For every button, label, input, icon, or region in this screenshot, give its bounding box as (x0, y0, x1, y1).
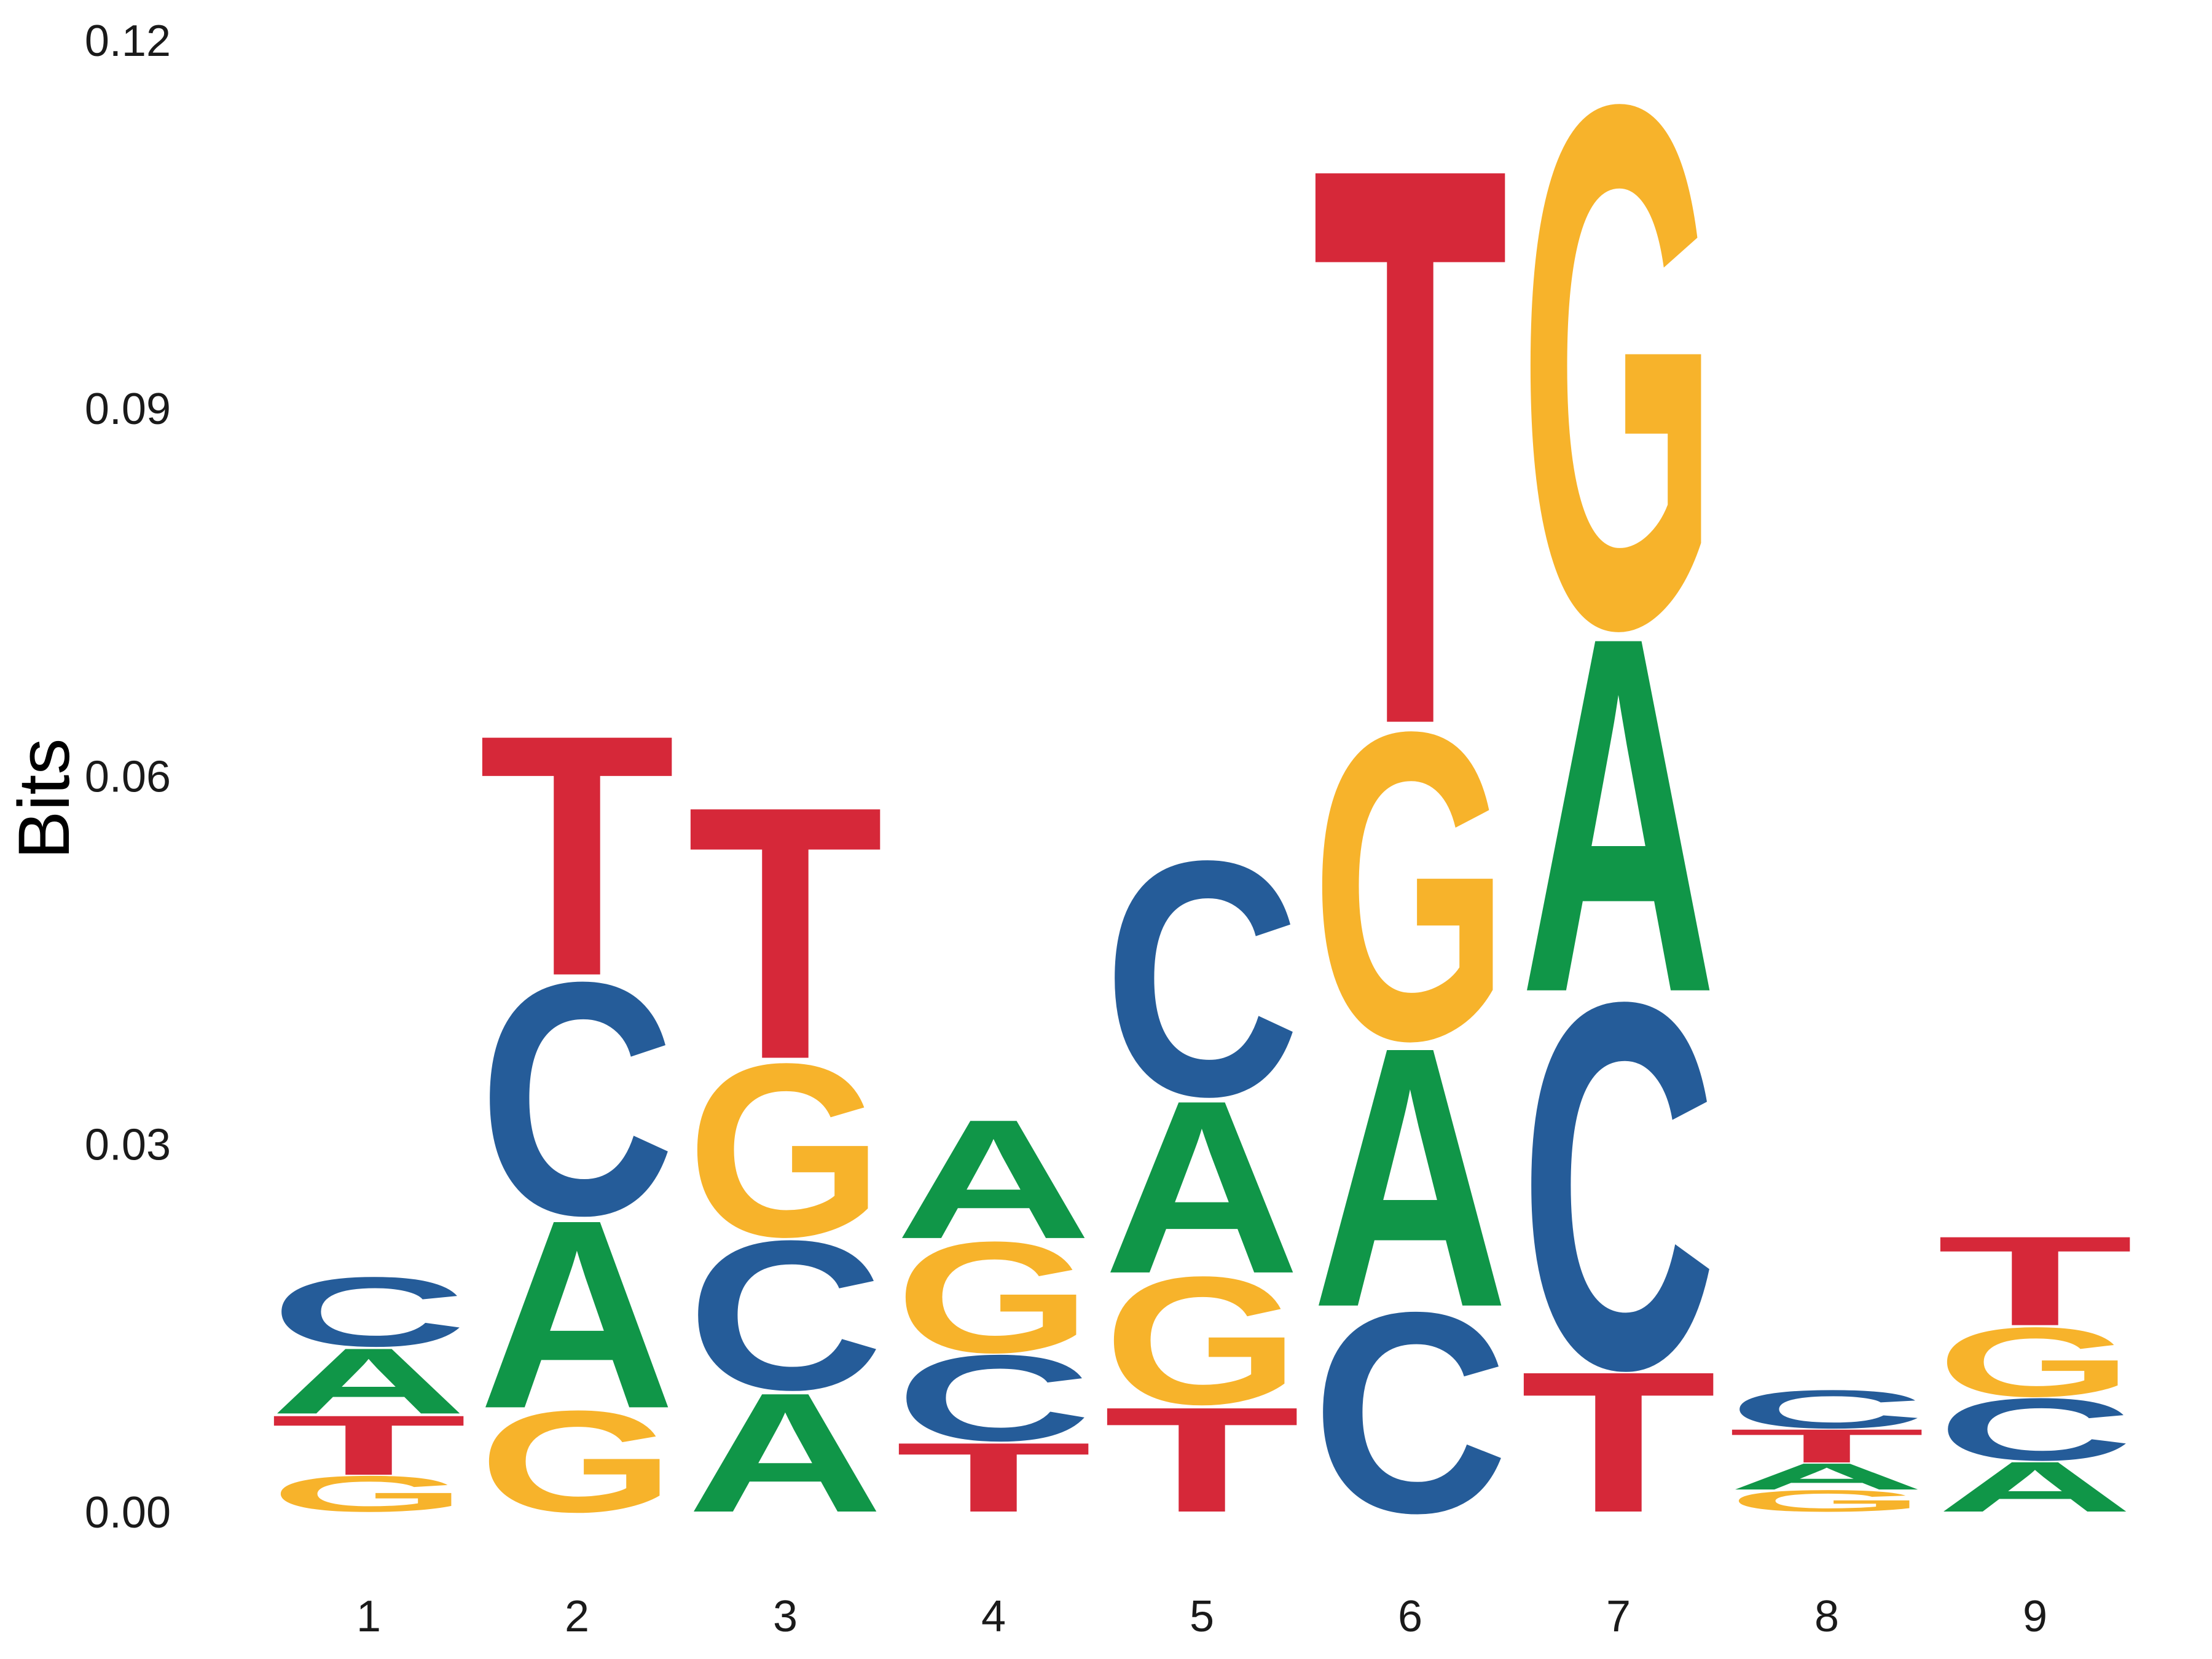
x-tick-label: 7 (1606, 1592, 1631, 1641)
x-tick-label: 8 (1814, 1592, 1839, 1641)
logo-letter-t: T (1937, 1210, 2133, 1352)
logo-letter-c: C (479, 913, 675, 1284)
logo-letter-g: G (687, 1013, 884, 1288)
logo-letter-g: G (1937, 1307, 2133, 1418)
logo-letter-g: G (895, 1209, 1092, 1386)
x-tick-label: 1 (356, 1592, 381, 1641)
logo-letter-t: T (270, 1398, 467, 1493)
x-axis-ticks: 1 2 3 4 5 6 7 8 9 (356, 1592, 2047, 1641)
logo-letter-t: T (1728, 1419, 1925, 1473)
x-tick-label: 9 (2023, 1592, 2047, 1641)
logo-letter-t: T (1312, 0, 1508, 891)
logo-letter-c: C (1520, 893, 1717, 1478)
logo-letter-g: G (1728, 1484, 1925, 1518)
logo-letter-t: T (479, 663, 675, 1048)
x-tick-label: 3 (773, 1592, 798, 1641)
logo-letter-t: T (895, 1422, 1092, 1533)
x-tick-label: 2 (565, 1592, 589, 1641)
logo-letter-g: G (1520, 0, 1717, 784)
logo-letter-a: A (1104, 1049, 1300, 1325)
y-axis-ticks: 0.00 0.03 0.06 0.09 0.12 (85, 17, 171, 1537)
y-tick-label: 0.03 (85, 1120, 171, 1169)
x-tick-label: 5 (1190, 1592, 1214, 1641)
logo-letter-a: A (1728, 1456, 1925, 1497)
logo-letter-a: A (479, 1164, 675, 1465)
logo-letter-c: C (1937, 1380, 2133, 1479)
y-tick-label: 0.12 (85, 17, 171, 66)
logo-letter-c: C (687, 1197, 884, 1435)
y-axis-title: Bits (4, 739, 85, 860)
y-tick-label: 0.06 (85, 753, 171, 802)
logo-letter-c: C (895, 1330, 1092, 1467)
logo-letter-t: T (1520, 1330, 1717, 1555)
x-tick-label: 6 (1398, 1592, 1422, 1641)
logo-letter-c: C (1728, 1379, 1925, 1440)
logo-letter-g: G (479, 1381, 675, 1543)
logo-letter-a: A (1312, 970, 1508, 1384)
logo-letter-c: C (270, 1257, 467, 1367)
y-tick-label: 0.00 (85, 1488, 171, 1537)
logo-letter-t: T (687, 731, 884, 1134)
logo-letter-c: C (1312, 1253, 1508, 1572)
logo-letter-t: T (1104, 1376, 1300, 1543)
logo-letter-c: C (1104, 791, 1300, 1166)
logo-letter-a: A (1520, 531, 1717, 1098)
logo-letter-a: A (687, 1357, 884, 1548)
logo-letter-a: A (895, 1084, 1092, 1274)
y-tick-label: 0.09 (85, 385, 171, 434)
x-tick-label: 4 (981, 1592, 1006, 1641)
logo-letter-g: G (1104, 1239, 1300, 1443)
logo-letter-a: A (270, 1329, 467, 1433)
logo-letter-a: A (1937, 1447, 2133, 1527)
logo-letter-g: G (1312, 640, 1508, 1131)
logo-letter-g: G (270, 1465, 467, 1523)
